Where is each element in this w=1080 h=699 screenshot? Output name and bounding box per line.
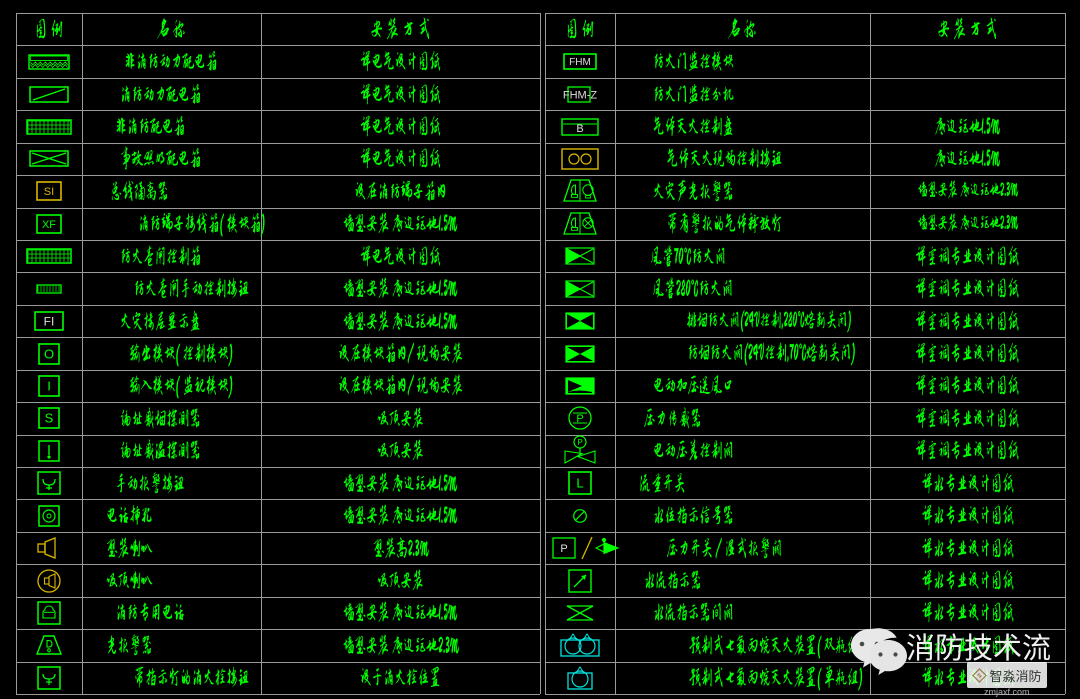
svg-text:B: B bbox=[576, 123, 583, 135]
svg-text:P: P bbox=[560, 543, 567, 555]
svg-text:I: I bbox=[47, 379, 51, 394]
svg-text:S: S bbox=[45, 411, 54, 426]
svg-text:FHM: FHM bbox=[569, 57, 591, 68]
svg-text:FHM-Z: FHM-Z bbox=[563, 89, 597, 101]
svg-text:P: P bbox=[576, 413, 583, 425]
svg-text:O: O bbox=[44, 346, 54, 361]
svg-text:SI: SI bbox=[44, 186, 54, 198]
svg-text:P: P bbox=[577, 438, 582, 447]
svg-text:L: L bbox=[576, 476, 583, 491]
svg-text:XF: XF bbox=[42, 219, 56, 231]
svg-text:FI: FI bbox=[44, 314, 55, 328]
